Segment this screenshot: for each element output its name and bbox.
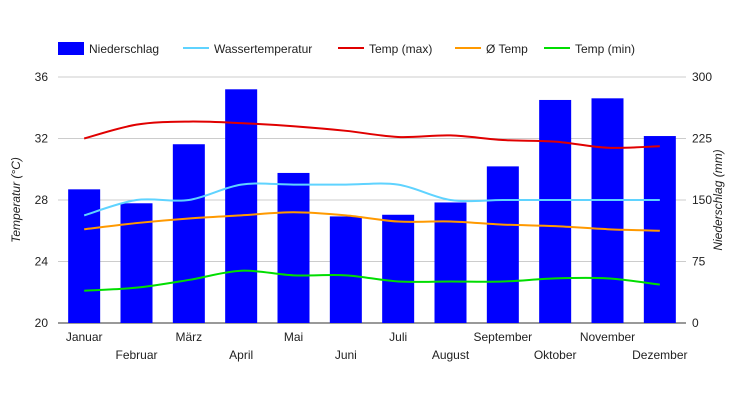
x-tick-label: August [432,348,470,362]
bar-niederschlag [329,216,362,323]
axis-layer: 20 0 24 75 28 150 32 225 36 300 Januar Februar März A… [35,70,713,362]
x-tick-label: Mai [284,330,303,344]
bar-niederschlag [591,98,624,323]
legend-label: Temp (max) [369,42,432,56]
line-series-1 [83,120,660,149]
x-tick-label: Februar [115,348,157,362]
bar-niederschlag [539,99,572,324]
x-tick-label: Dezember [632,348,687,362]
y-left-tick-label: 24 [35,255,49,269]
y-right-tick-label: 150 [692,193,712,207]
legend-label: Wassertemperatur [214,42,312,56]
bars-layer [68,89,676,324]
x-tick-label: November [580,330,635,344]
legend-label: Ø Temp [486,42,528,56]
y-left-tick-label: 20 [35,316,49,330]
bar-niederschlag [225,89,258,323]
y-right-tick-label: 0 [692,316,699,330]
x-tick-label: April [229,348,253,362]
legend: Niederschlag Wassertemperatur Temp (max) Ø … [58,42,635,56]
line-series-3 [84,269,660,292]
legend-label: Temp (min) [575,42,635,56]
y-right-tick-label: 300 [692,70,712,84]
y-right-axis-label: Niederschlag (mm) [711,149,725,250]
bar-niederschlag [172,144,205,323]
bar-niederschlag [486,166,519,323]
line-series-2 [84,211,660,232]
lines-layer [83,120,660,292]
x-tick-label: Juli [389,330,407,344]
bar-niederschlag [277,172,310,323]
bar-niederschlag [382,214,415,323]
y-right-tick-label: 225 [692,132,712,146]
y-left-tick-label: 36 [35,70,49,84]
y-right-tick-label: 75 [692,255,706,269]
legend-label: Niederschlag [89,42,159,56]
x-tick-label: Oktober [534,348,577,362]
x-tick-label: Januar [66,330,103,344]
line-series-0 [83,182,660,217]
y-left-tick-label: 32 [35,132,49,146]
y-left-tick-label: 28 [35,193,49,207]
legend-swatch-niederschlag [58,42,84,55]
x-tick-label: Juni [335,348,357,362]
x-tick-label: März [175,330,202,344]
y-left-axis-label: Temperatur (°C) [9,157,23,243]
bar-niederschlag [68,189,101,323]
x-tick-label: September [473,330,532,344]
